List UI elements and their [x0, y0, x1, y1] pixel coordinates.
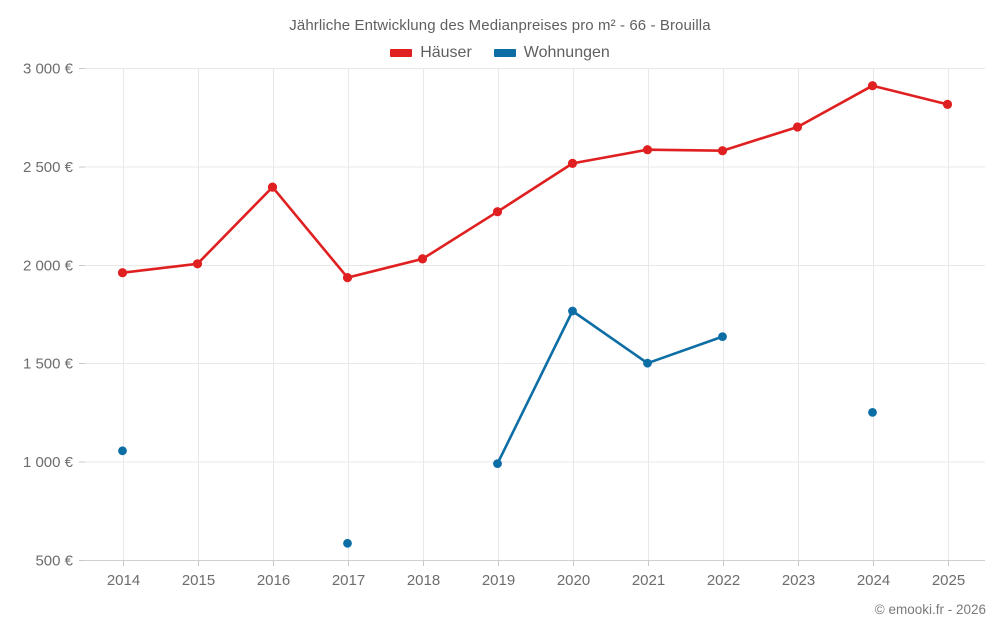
x-axis-label: 2017	[332, 572, 365, 589]
y-axis-label: 500 €	[35, 553, 73, 570]
data-point-wohnungen-2021[interactable]	[643, 358, 652, 368]
y-axis-label: 3 000 €	[23, 61, 74, 78]
data-point-hauser-2018[interactable]	[417, 254, 428, 264]
data-point-hauser-2022[interactable]	[717, 146, 728, 156]
y-axis-label: 1 000 €	[23, 454, 74, 471]
data-point-wohnungen-2024[interactable]	[868, 408, 877, 417]
data-point-hauser-2024[interactable]	[867, 81, 878, 91]
data-point-wohnungen-2020[interactable]	[568, 306, 577, 316]
x-axis-label: 2021	[632, 572, 665, 589]
data-point-wohnungen-2019[interactable]	[493, 459, 502, 468]
y-axis-label: 2 000 €	[23, 257, 74, 274]
data-point-wohnungen-2022[interactable]	[718, 332, 727, 341]
x-axis-label: 2018	[407, 572, 440, 589]
x-axis-label: 2019	[482, 572, 515, 589]
legend-item-hauser[interactable]: Häuser	[390, 44, 472, 62]
x-axis-label: 2014	[107, 572, 140, 589]
data-point-wohnungen-2017[interactable]	[343, 538, 352, 548]
x-axis-label: 2025	[932, 572, 965, 589]
data-point-hauser-2020[interactable]	[567, 158, 578, 168]
x-axis-label: 2015	[182, 572, 215, 589]
legend-item-wohnungen[interactable]: Wohnungen	[493, 44, 610, 62]
y-axis-label: 2 500 €	[23, 159, 74, 176]
data-point-hauser-2023[interactable]	[792, 122, 803, 132]
x-axis-label: 2020	[557, 572, 590, 589]
data-point-hauser-2014[interactable]	[117, 268, 128, 278]
legend-label-hauser: Häuser	[420, 44, 472, 61]
series-line-wohnungen	[496, 309, 724, 465]
data-point-hauser-2016[interactable]	[267, 182, 278, 192]
copyright-footer: © emooki.fr - 2026	[874, 602, 986, 617]
x-axis-label: 2023	[782, 572, 815, 589]
data-point-hauser-2015[interactable]	[192, 259, 203, 269]
x-axis-label: 2016	[257, 572, 290, 589]
data-point-hauser-2025[interactable]	[942, 99, 953, 109]
series-line-hauser	[121, 84, 949, 279]
x-axis-label: 2022	[707, 572, 740, 589]
y-axis-label: 1 500 €	[23, 356, 74, 373]
chart-title: Jährliche Entwicklung des Medianpreises …	[289, 17, 711, 34]
data-point-hauser-2021[interactable]	[642, 145, 653, 155]
legend-swatch-wohnungen	[493, 49, 516, 57]
x-axis-label: 2024	[857, 572, 890, 589]
data-point-hauser-2019[interactable]	[492, 207, 503, 217]
legend-label-wohnungen: Wohnungen	[523, 44, 610, 61]
data-point-hauser-2017[interactable]	[342, 273, 353, 283]
legend-swatch-hauser	[390, 49, 413, 57]
data-point-wohnungen-2014[interactable]	[118, 446, 127, 456]
chart-legend: Häuser Wohnungen	[0, 44, 1000, 62]
